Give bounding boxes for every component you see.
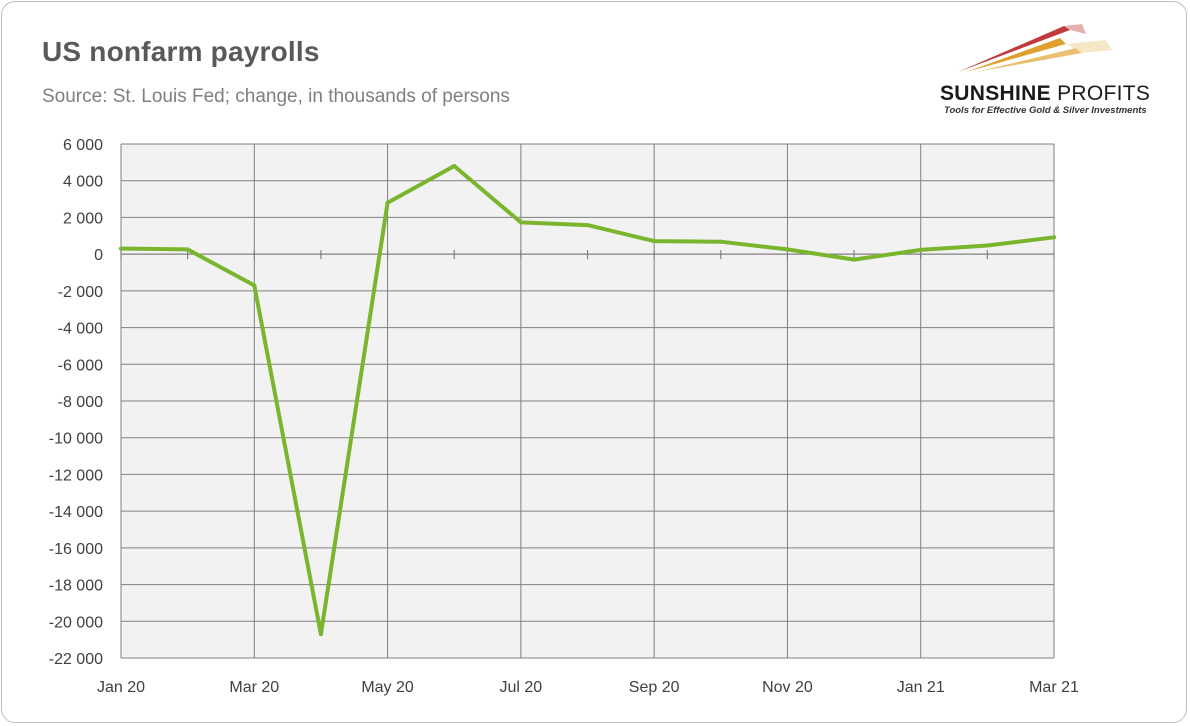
y-tick-label: -6 000: [58, 357, 103, 374]
sunshine-profits-logo: SUNSHINE PROFITS Tools for Effective Gol…: [936, 20, 1172, 120]
y-tick-label: -22 000: [49, 651, 103, 668]
data-point: [318, 632, 323, 637]
y-tick-label: -4 000: [58, 321, 103, 338]
logo-rays-icon: [958, 24, 1112, 72]
data-point: [652, 239, 657, 244]
y-tick-label: -16 000: [49, 541, 103, 558]
x-tick-label: Mar 21: [1029, 679, 1079, 696]
data-point: [518, 220, 523, 225]
x-tick-label: Nov 20: [762, 679, 813, 696]
data-point: [852, 257, 857, 262]
data-point: [252, 283, 257, 288]
y-tick-label: -2 000: [58, 284, 103, 301]
data-point: [918, 247, 923, 252]
y-tick-label: -18 000: [49, 578, 103, 595]
y-tick-label: -14 000: [49, 504, 103, 521]
data-point: [452, 164, 457, 169]
x-tick-label: Jul 20: [500, 679, 543, 696]
data-point: [585, 223, 590, 228]
x-tick-label: Sep 20: [629, 679, 680, 696]
data-point: [718, 239, 723, 244]
x-tick-label: Jan 20: [97, 679, 145, 696]
logo-tagline: Tools for Effective Gold & Silver Invest…: [944, 105, 1147, 116]
data-point: [785, 247, 790, 252]
x-tick-label: Jan 21: [897, 679, 945, 696]
data-point: [385, 200, 390, 205]
y-tick-label: -12 000: [49, 467, 103, 484]
data-point: [1052, 235, 1056, 240]
logo-name-bold: SUNSHINE: [940, 82, 1051, 105]
y-tick-label: 6 000: [63, 137, 103, 154]
chart-title: US nonfarm payrolls: [42, 36, 320, 67]
y-tick-label: -10 000: [49, 431, 103, 448]
logo-name: SUNSHINE PROFITS: [940, 82, 1150, 106]
x-tick-label: May 20: [361, 679, 414, 696]
data-point: [119, 246, 123, 251]
y-tick-label: 0: [94, 247, 103, 264]
y-tick-label: -20 000: [49, 614, 103, 631]
data-point: [185, 247, 190, 252]
y-tick-label: 2 000: [63, 210, 103, 227]
x-tick-label: Mar 20: [229, 679, 279, 696]
y-tick-label: -8 000: [58, 394, 103, 411]
data-point: [985, 243, 990, 248]
y-tick-label: 4 000: [63, 174, 103, 191]
chart-subtitle: Source: St. Louis Fed; change, in thousa…: [42, 86, 510, 107]
logo-name-light: PROFITS: [1057, 82, 1151, 105]
